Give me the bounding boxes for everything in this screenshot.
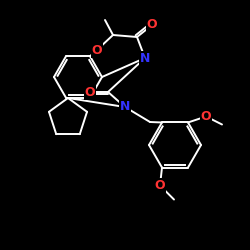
Text: O: O	[155, 179, 165, 192]
Text: O: O	[85, 86, 95, 98]
Text: N: N	[120, 100, 130, 114]
Text: O: O	[147, 18, 157, 32]
Text: N: N	[140, 52, 150, 64]
Text: O: O	[92, 44, 102, 57]
Text: O: O	[201, 110, 211, 123]
